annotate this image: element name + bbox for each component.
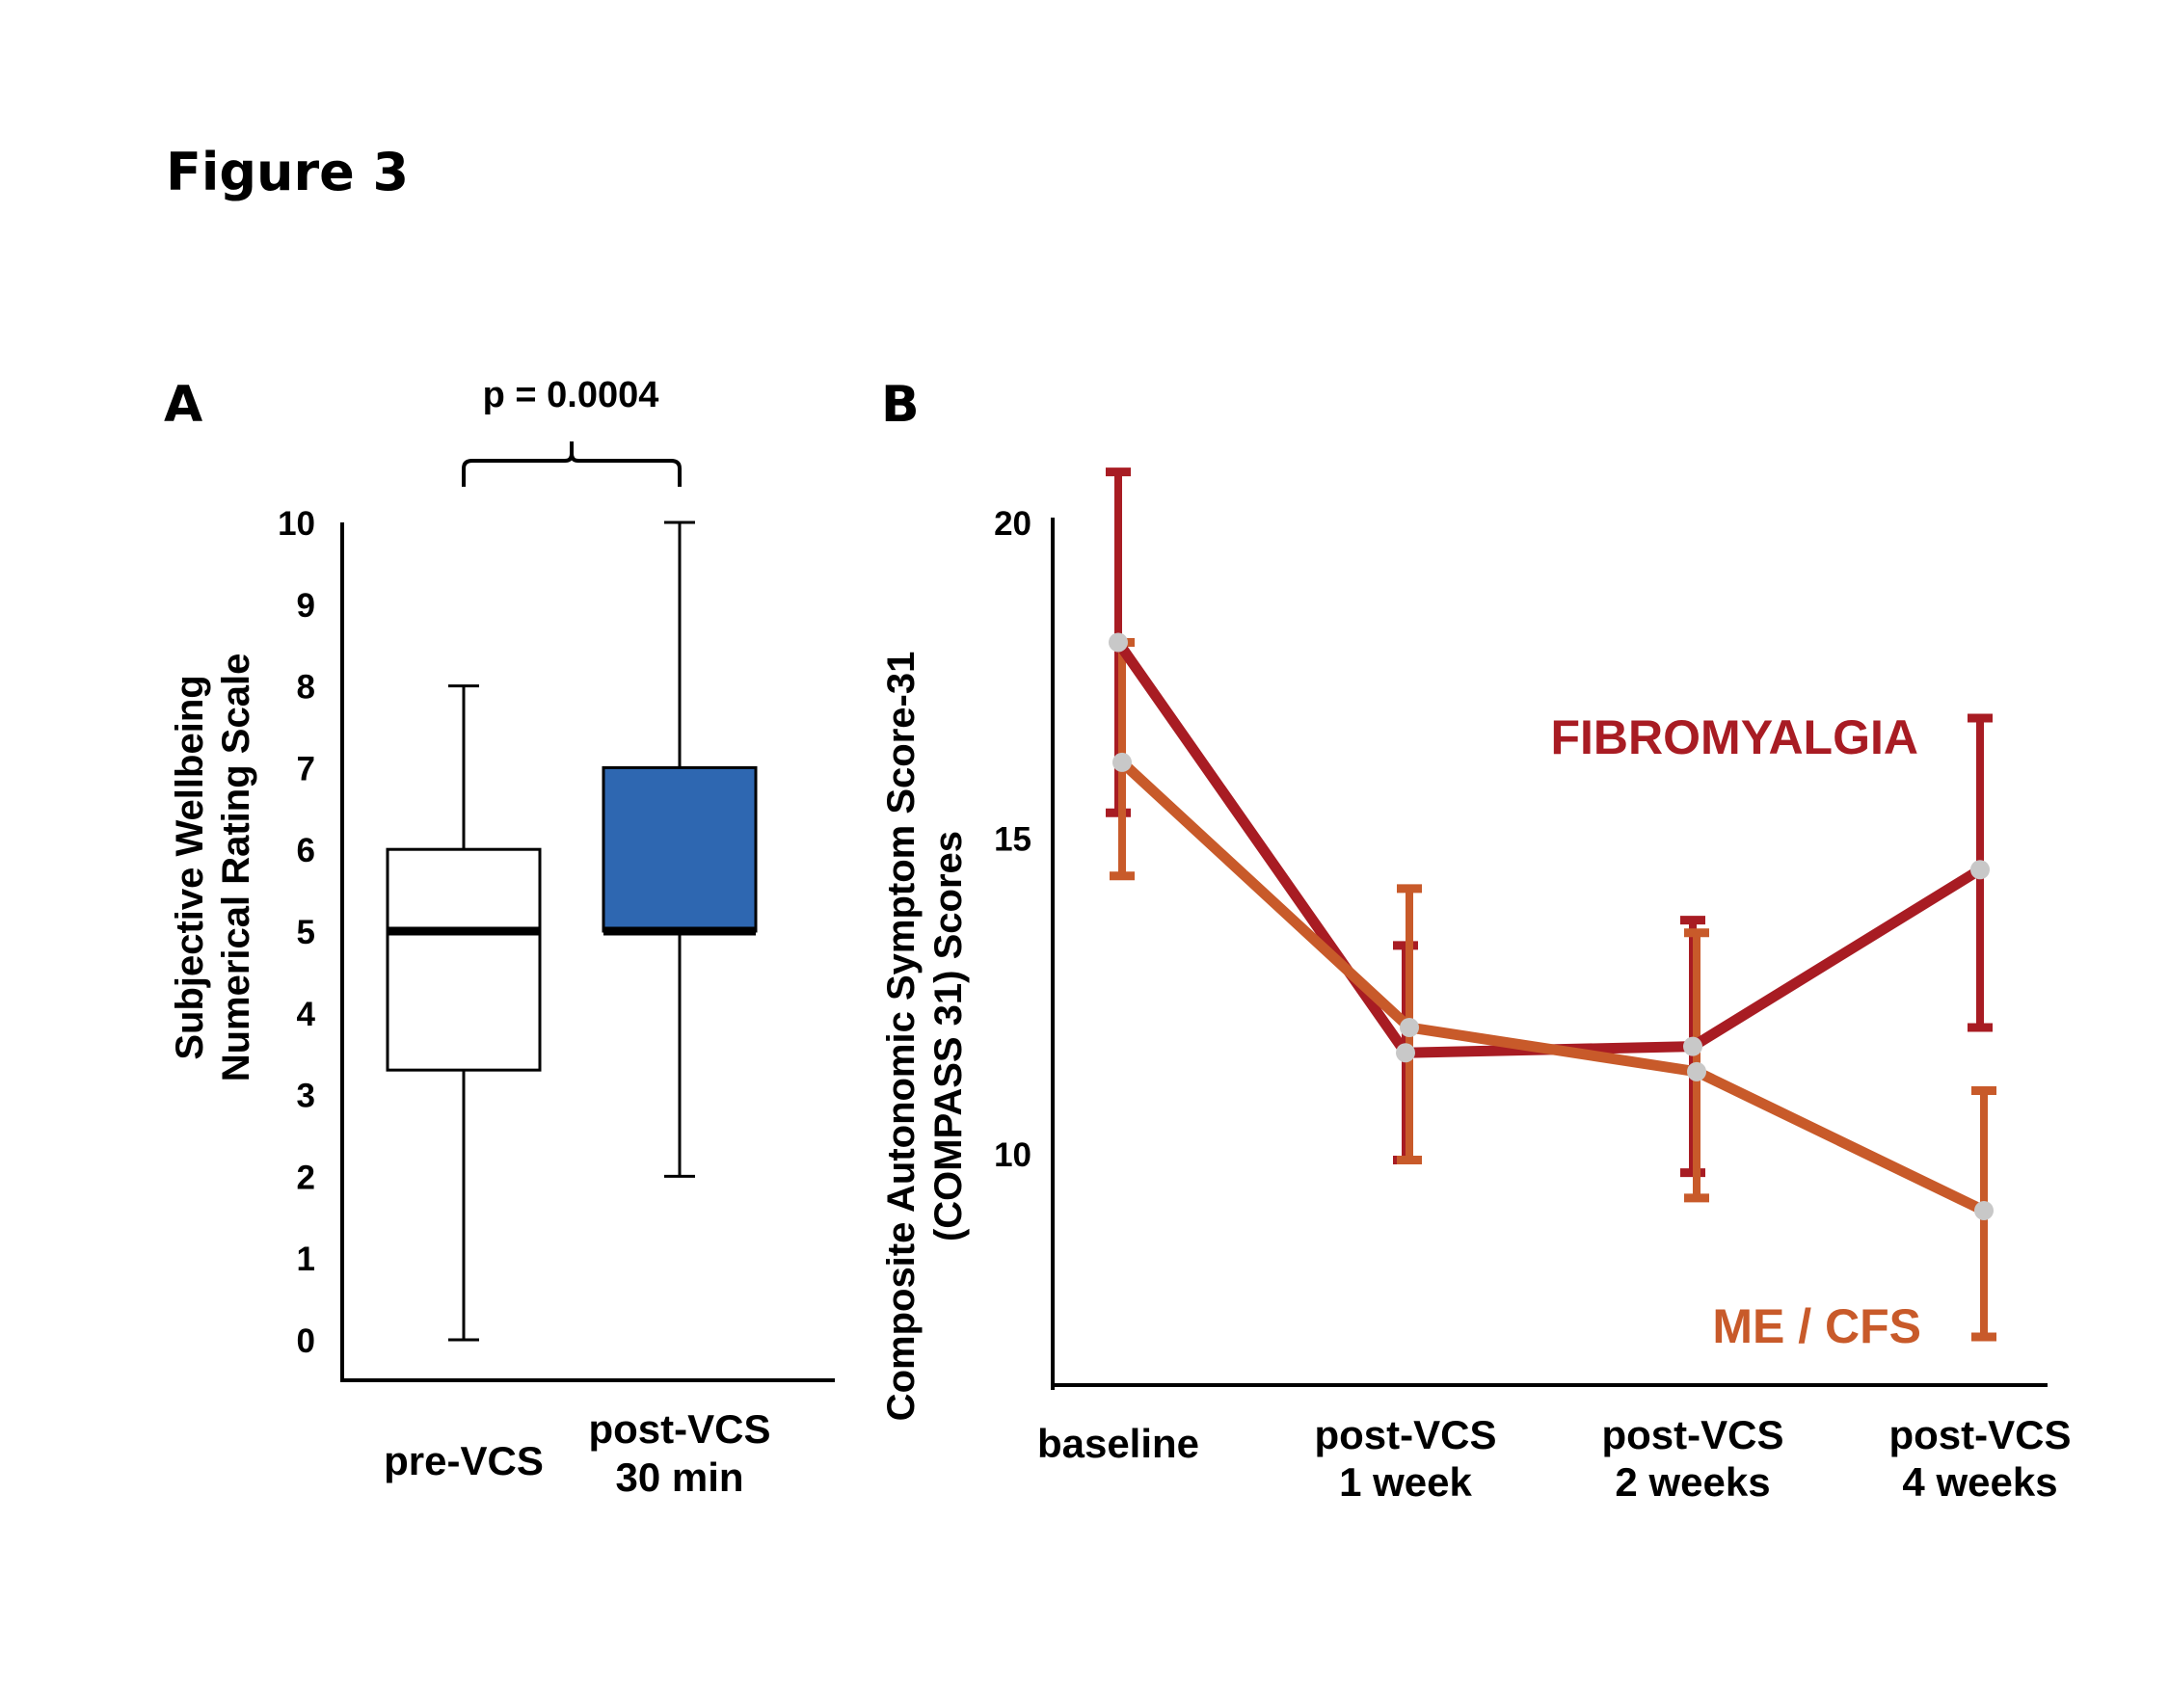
panel-b-xtick-label: 4 weeks (1902, 1459, 2057, 1505)
data-point (1396, 1043, 1415, 1063)
significance-bracket (462, 441, 682, 487)
panel-a-yticks: 0 1 2 3 4 5 6 7 8 9 10 (278, 505, 315, 1360)
panel-a-ytick-label: 3 (297, 1078, 315, 1115)
data-point (1687, 1061, 1706, 1081)
panel-b-ytick-label: 20 (994, 505, 1031, 543)
data-point (1400, 1018, 1419, 1037)
panel-a-ytick-label: 0 (297, 1322, 315, 1360)
series-markers (1109, 632, 1994, 1220)
panel-a-boxplot: A p = 0.0004 Subjective Wellbeing Numeri… (164, 375, 835, 1500)
data-point (1974, 1200, 1994, 1220)
panel-a-ytick-label: 4 (297, 996, 316, 1033)
series-label-fibromyalgia: FIBROMYALGIA (1551, 710, 1919, 764)
series-line-mecfs (1116, 757, 1990, 1216)
panel-a-xtick-label: post-VCS (589, 1406, 771, 1452)
series-label-mecfs: ME / CFS (1712, 1299, 1921, 1353)
panel-a-ytick-label: 9 (297, 587, 315, 625)
series-lines (1112, 636, 1990, 1216)
panel-a-boxes (386, 520, 758, 1342)
panel-b-ylabel-line2: (COMPASS 31) Scores (927, 831, 970, 1241)
error-bars (1106, 467, 1996, 1342)
panel-b-ytick-label: 15 (994, 821, 1031, 859)
panel-a-ytick-label: 10 (278, 505, 315, 543)
box-iqr (386, 847, 542, 1072)
p-value-label: p = 0.0004 (483, 375, 659, 415)
data-point (1970, 860, 1990, 880)
panel-a-ylabel-line1: Subjective Wellbeing (169, 675, 211, 1059)
panel-a-ytick-label: 8 (297, 669, 315, 707)
panel-b-series (1106, 467, 1996, 1342)
panel-a-ytick-label: 5 (297, 914, 315, 951)
panel-b-xtick-label: 2 weeks (1615, 1459, 1770, 1505)
panel-a-xtick-label: 30 min (615, 1454, 743, 1500)
panel-a-ytick-label: 7 (297, 750, 315, 787)
panel-a-ytick-label: 2 (297, 1159, 315, 1196)
panel-a-ytick-label: 1 (297, 1241, 315, 1278)
panel-a-ylabel-line2: Numerical Rating Scale (215, 654, 257, 1082)
panel-b-xtick-label: post-VCS (1602, 1412, 1784, 1457)
panel-b-ylabel-line1: Composite Autonomic Symptom Score-31 (880, 652, 923, 1422)
panel-b-yticks: 10 15 20 (994, 505, 1031, 1174)
panel-a-ytick-label: 6 (297, 832, 315, 869)
data-point (1109, 632, 1128, 653)
panel-a-xtick-label: pre-VCS (384, 1438, 544, 1483)
panel-b-xtick-label: 1 week (1339, 1459, 1472, 1505)
panel-b-xtick-label: baseline (1037, 1421, 1199, 1466)
series-line-fibromyalgia (1112, 636, 1986, 1058)
panel-b-ytick-label: 10 (994, 1136, 1031, 1174)
data-point (1683, 1036, 1702, 1056)
figure-title: Figure 3 (166, 142, 409, 202)
box-iqr (602, 765, 758, 933)
panel-b-linechart: B Composite Autonomic Symptom Score-31 (… (880, 376, 2072, 1505)
panel-b-letter: B (881, 376, 920, 434)
panel-b-xtick-label: post-VCS (1889, 1412, 2072, 1457)
panel-b-xtick-label: post-VCS (1315, 1412, 1497, 1457)
data-point (1112, 752, 1132, 772)
panel-a-letter: A (164, 376, 202, 434)
